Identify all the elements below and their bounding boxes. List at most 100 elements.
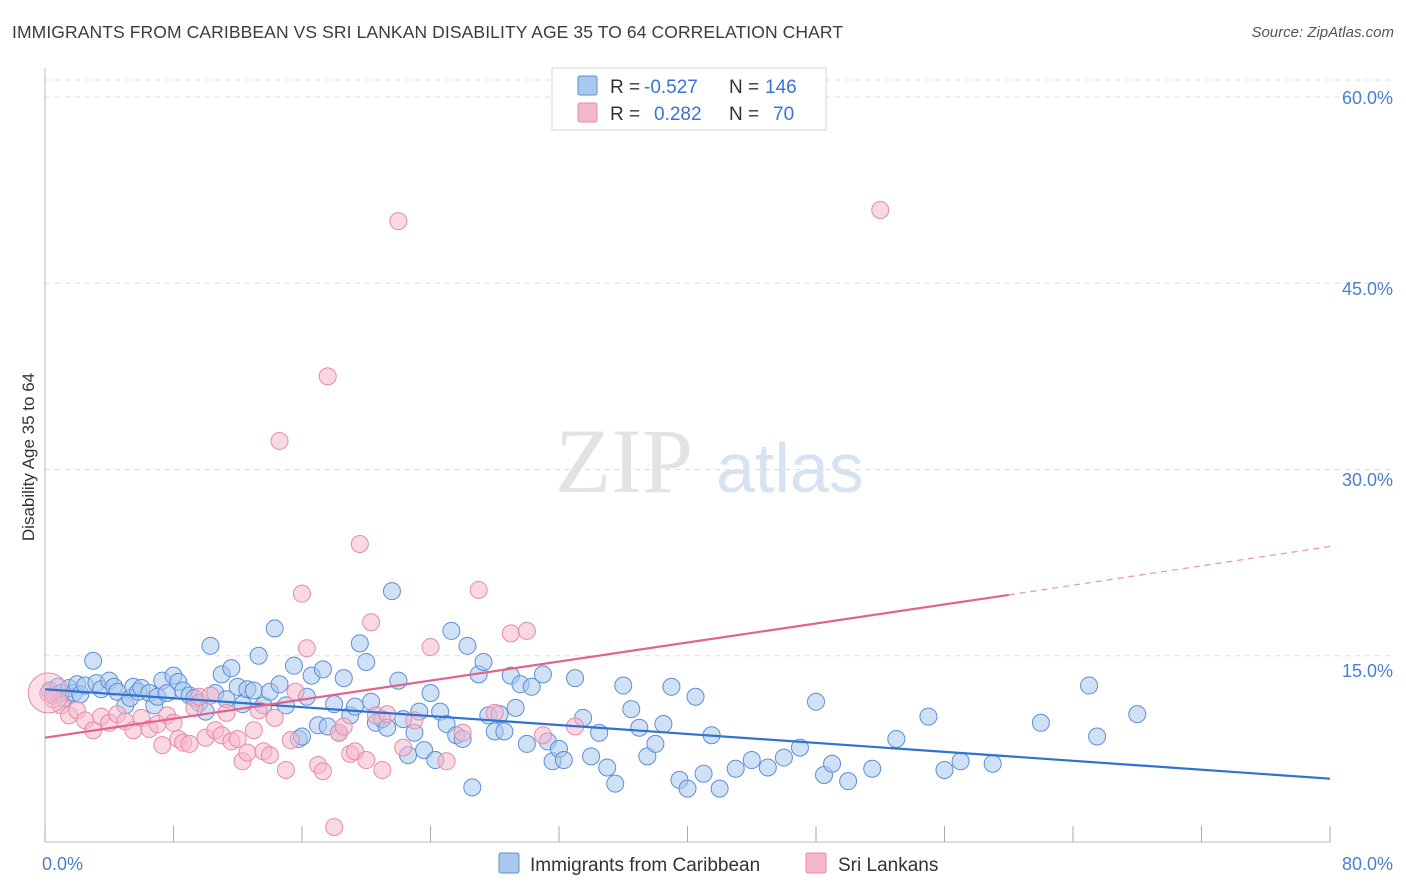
- data-point-srilankan: [325, 818, 344, 837]
- data-point-srilankan: [533, 726, 552, 745]
- legend-n-value: 70: [773, 104, 794, 125]
- data-point-caribbean: [421, 684, 440, 702]
- data-point-caribbean: [614, 676, 633, 695]
- data-point-srilankan: [437, 752, 456, 771]
- watermark-zip: ZIP: [555, 410, 693, 512]
- data-point-caribbean: [606, 774, 625, 793]
- data-point-srilankan: [260, 746, 279, 765]
- data-point-caribbean: [566, 669, 585, 688]
- legend-swatch-blue: [577, 75, 598, 96]
- data-point-caribbean: [598, 758, 617, 777]
- data-point-caribbean: [919, 707, 938, 726]
- legend-n-label: N =: [729, 104, 759, 125]
- data-point-caribbean: [742, 751, 761, 770]
- data-point-srilankan: [276, 760, 295, 779]
- data-point-caribbean: [1031, 713, 1050, 732]
- data-point-srilankan: [180, 734, 199, 753]
- data-point-caribbean: [244, 681, 263, 700]
- data-point-caribbean: [249, 646, 268, 665]
- trend-line-caribbean: [44, 688, 1331, 780]
- chart-title: IMMIGRANTS FROM CARIBBEAN VS SRI LANKAN …: [12, 22, 844, 42]
- data-point-srilankan: [501, 624, 520, 643]
- y-tick-label: 30.0%: [1342, 470, 1393, 490]
- legend-swatch-caribbean: [498, 852, 520, 874]
- y-tick-label: 60.0%: [1342, 88, 1393, 108]
- chart-source: Source: ZipAtlas.com: [1251, 24, 1394, 41]
- data-point-caribbean: [382, 582, 401, 601]
- data-point-caribbean: [506, 698, 525, 717]
- legend-n-value: 146: [765, 77, 797, 98]
- data-point-srilankan: [244, 721, 263, 740]
- legend-r-label: R =: [610, 77, 640, 98]
- data-point-caribbean: [346, 697, 365, 716]
- data-point-caribbean: [458, 636, 477, 655]
- series-legend: Immigrants from Caribbean Sri Lankans: [498, 852, 938, 876]
- data-point-caribbean: [357, 652, 376, 671]
- legend-swatch-srilankans: [805, 852, 827, 874]
- data-point-caribbean: [726, 759, 745, 778]
- data-point-srilankan: [270, 431, 289, 450]
- data-point-srilankan: [373, 760, 392, 779]
- data-point-caribbean: [334, 669, 353, 688]
- data-point-caribbean: [887, 729, 906, 748]
- data-point-srilankan-cluster: [27, 672, 69, 714]
- data-point-caribbean: [84, 651, 103, 670]
- data-point-caribbean: [983, 754, 1002, 773]
- y-tick-label: 15.0%: [1342, 661, 1393, 681]
- data-point-caribbean: [694, 764, 713, 783]
- data-point-srilankan: [453, 723, 472, 742]
- data-point-caribbean: [863, 759, 882, 778]
- data-point-srilankan: [293, 584, 311, 603]
- stats-legend: R = -0.527 N = 146 R = 0.282 N = 70: [551, 67, 827, 131]
- data-point-caribbean: [474, 652, 493, 671]
- trend-line-srilankan: [44, 593, 1009, 739]
- data-point-caribbean: [951, 752, 970, 771]
- data-point-caribbean: [678, 779, 697, 798]
- y-axis-label: Disability Age 35 to 64: [19, 373, 38, 541]
- data-point-caribbean: [222, 659, 241, 678]
- data-point-srilankan: [421, 638, 440, 657]
- data-point-srilankan: [313, 762, 332, 781]
- data-point-srilankan: [281, 731, 300, 750]
- data-point-caribbean: [630, 718, 649, 737]
- legend-r-value: 0.282: [654, 104, 702, 125]
- legend-n-label: N =: [729, 77, 759, 98]
- data-point-srilankan: [265, 708, 284, 727]
- legend-label-srilankans: Sri Lankans: [838, 855, 938, 876]
- data-point-caribbean: [270, 675, 289, 694]
- data-point-caribbean: [654, 715, 673, 734]
- data-point-srilankan: [217, 703, 236, 722]
- data-point-caribbean: [823, 754, 842, 773]
- data-point-srilankan: [334, 717, 353, 736]
- data-point-caribbean: [1080, 676, 1099, 695]
- data-point-caribbean: [807, 692, 825, 711]
- data-point-caribbean: [839, 772, 858, 791]
- data-point-caribbean: [1128, 705, 1147, 724]
- x-tick-label-max: 80.0%: [1342, 854, 1393, 874]
- data-point-caribbean: [582, 747, 601, 766]
- data-point-srilankan: [517, 621, 536, 640]
- data-point-caribbean: [686, 687, 705, 706]
- data-point-srilankan: [286, 682, 305, 701]
- watermark-atlas: atlas: [716, 429, 864, 507]
- data-point-srilankan: [362, 613, 381, 632]
- data-point-caribbean: [442, 621, 461, 640]
- data-point-caribbean: [265, 619, 284, 638]
- data-point-srilankan: [297, 639, 316, 658]
- grid: [45, 79, 1395, 657]
- data-point-srilankan: [350, 535, 369, 553]
- data-point-srilankan: [318, 367, 337, 386]
- data-point-caribbean: [758, 758, 777, 777]
- data-point-caribbean: [463, 778, 482, 797]
- trend-lines: [44, 545, 1331, 780]
- data-point-srilankan: [228, 729, 247, 748]
- data-point-caribbean: [554, 751, 573, 770]
- data-point-caribbean: [710, 779, 729, 798]
- trend-line-srilankan-extension: [1008, 545, 1331, 596]
- series-srilankan-points: [27, 200, 890, 837]
- data-point-srilankan: [469, 580, 488, 599]
- data-point-caribbean: [350, 634, 369, 653]
- data-point-caribbean: [313, 660, 332, 679]
- data-point-caribbean: [415, 741, 434, 760]
